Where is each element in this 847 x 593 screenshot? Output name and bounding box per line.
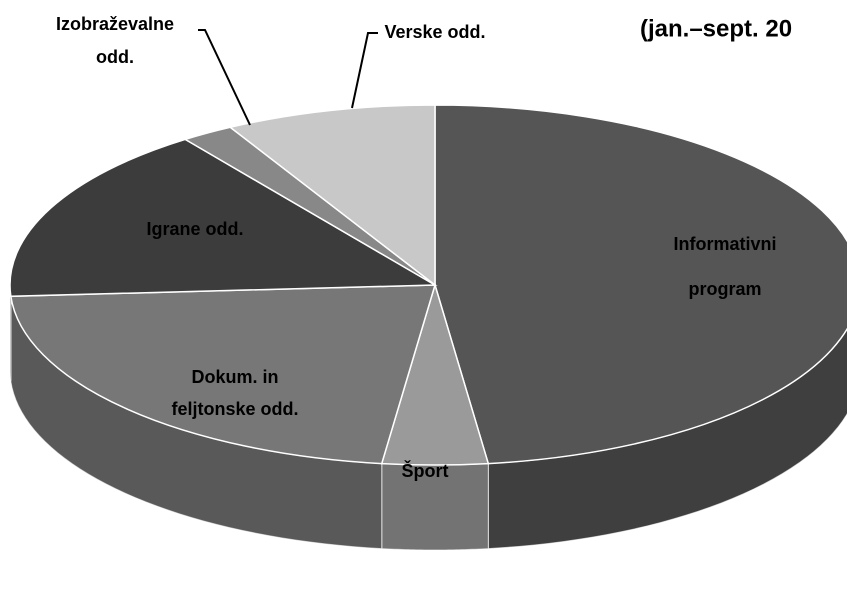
leader-line (198, 29, 251, 126)
slice-label: Dokum. in feljtonske odd. (171, 367, 298, 419)
label-line: feljtonske odd. (171, 399, 298, 419)
slice-label: Izobraževalne odd. (56, 14, 174, 67)
side-shade (488, 329, 847, 549)
leader-line (351, 32, 378, 109)
side-shade (381, 463, 489, 550)
side-shade (10, 296, 382, 549)
slice-label: Šport (402, 460, 449, 481)
pie-sides (9, 284, 847, 551)
slice-label: Igrane odd. (146, 219, 243, 239)
label-line: Dokum. in (191, 367, 278, 387)
pie-slice (228, 104, 436, 287)
pie-slice (9, 138, 438, 298)
label-line: Informativni (673, 234, 776, 254)
slice-label: Verske odd. (384, 22, 485, 42)
slice-label: Informativni program (673, 234, 776, 299)
pie-slice (434, 104, 847, 465)
pie-tops (9, 104, 847, 466)
label-line: odd. (96, 47, 134, 67)
label-line: Izobraževalne (56, 14, 174, 34)
chart-subtitle: (jan.–sept. 20 (640, 15, 792, 42)
pie-slice (9, 284, 437, 465)
side-shade (10, 285, 11, 382)
label-line: program (688, 279, 761, 299)
